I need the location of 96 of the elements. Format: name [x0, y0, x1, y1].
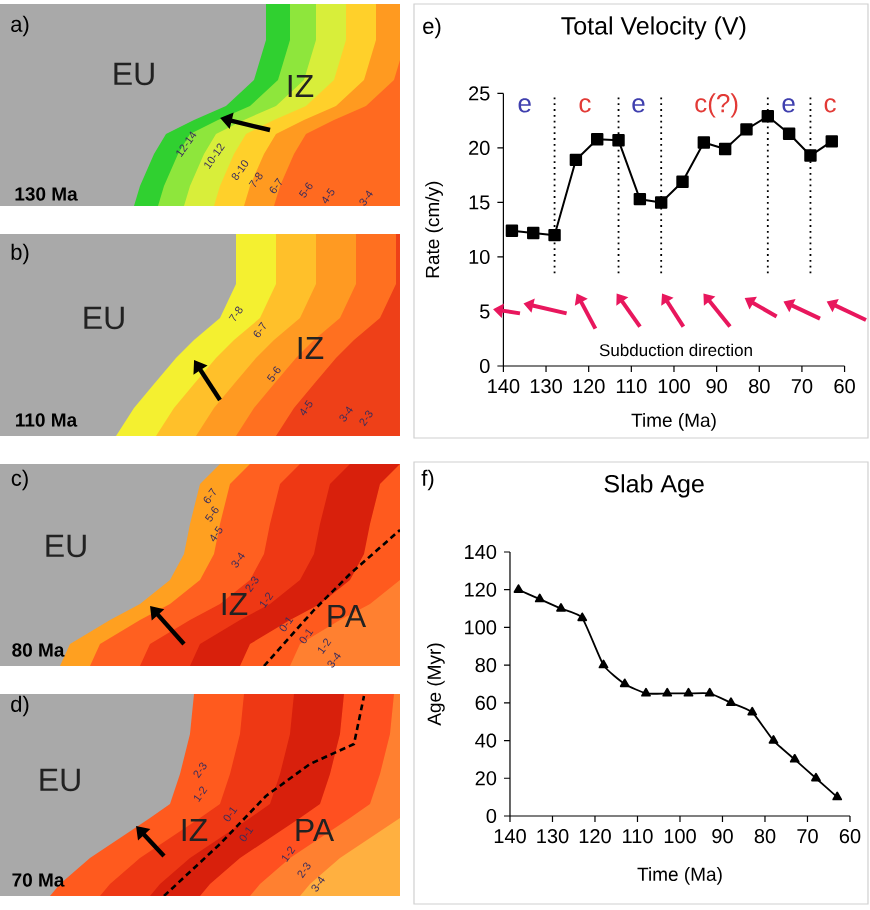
- annotation: Subduction direction: [599, 343, 752, 357]
- text: 110 Ma: [16, 413, 78, 427]
- text: 130 Ma: [15, 187, 78, 201]
- x-tick-label: 80: [754, 829, 776, 844]
- point: [591, 133, 604, 146]
- x-tick-label: 110: [623, 829, 653, 844]
- y-tick-label: 0: [486, 808, 497, 824]
- text: c): [11, 469, 28, 491]
- point: [577, 612, 588, 622]
- y-tick-label: 25: [469, 86, 490, 101]
- point: [641, 687, 651, 697]
- point: [505, 224, 519, 237]
- x-tick-label: 130: [530, 379, 562, 394]
- text: IZ: [298, 336, 324, 359]
- y-axis-title: Rate (cm/y): [425, 181, 443, 278]
- x-tick-label: 100: [658, 379, 690, 394]
- y-tick-label: 20: [469, 140, 490, 155]
- text: d): [11, 695, 29, 717]
- text: IZ: [222, 592, 248, 615]
- point: [747, 706, 758, 716]
- x-tick-label: 60: [834, 379, 855, 394]
- point: [832, 791, 843, 801]
- x-tick-label: 90: [706, 379, 727, 394]
- point: [811, 772, 821, 782]
- text: a): [11, 15, 29, 37]
- point: [569, 153, 583, 167]
- x-tick-label: 120: [573, 379, 605, 394]
- text: 80 Ma: [12, 643, 65, 657]
- text: e): [423, 17, 441, 39]
- y-tick-label: 20: [475, 771, 497, 786]
- x-tick-label: 140: [494, 829, 526, 844]
- point: [612, 134, 625, 147]
- point: [534, 593, 545, 603]
- x-tick-label: 60: [839, 829, 861, 844]
- point: [527, 226, 540, 240]
- y-tick-label: 100: [465, 620, 497, 635]
- annotation: c(?): [695, 93, 738, 118]
- y-tick-label: 80: [475, 658, 497, 673]
- annotation: c: [579, 98, 591, 113]
- point: [825, 135, 838, 148]
- point: [654, 196, 668, 209]
- text: IZ: [182, 818, 208, 841]
- point: [789, 753, 800, 763]
- annotation: e: [518, 98, 531, 113]
- x-tick-label: 130: [537, 829, 569, 844]
- point: [726, 697, 736, 707]
- y-tick-label: 120: [465, 582, 497, 597]
- point: [633, 192, 647, 206]
- text: EU: [46, 534, 86, 558]
- text: EU: [114, 62, 154, 86]
- point: [513, 584, 524, 593]
- point: [740, 123, 753, 136]
- point: [662, 687, 673, 697]
- text: 70 Ma: [12, 873, 65, 887]
- point: [718, 142, 732, 156]
- annotation: e: [632, 98, 645, 113]
- point: [704, 687, 715, 697]
- y-tick-label: 5: [480, 304, 490, 319]
- text: IZ: [288, 74, 314, 98]
- x-tick-label: 70: [791, 379, 813, 394]
- point: [548, 228, 561, 242]
- point: [768, 735, 779, 744]
- x-axis-title: Time (Ma): [631, 413, 716, 431]
- text: b): [11, 243, 29, 265]
- y-tick-label: 60: [475, 695, 497, 710]
- y-tick-label: 0: [479, 358, 490, 374]
- y-tick-label: 40: [475, 733, 497, 748]
- x-tick-label: 80: [749, 379, 770, 394]
- text: EU: [40, 768, 80, 792]
- text: PA: [296, 818, 335, 841]
- x-axis-title: Time (Ma): [637, 867, 722, 885]
- y-axis-title: Age (Myr): [427, 643, 445, 726]
- chart-title: Slab Age: [604, 474, 704, 498]
- point: [782, 127, 796, 140]
- text: EU: [84, 306, 124, 330]
- point: [761, 110, 774, 123]
- y-tick-label: 140: [465, 544, 497, 560]
- point: [556, 603, 566, 612]
- x-tick-label: 90: [712, 829, 733, 844]
- point: [598, 659, 609, 669]
- point: [619, 678, 630, 688]
- point: [804, 149, 817, 162]
- point: [676, 175, 689, 188]
- point: [697, 136, 711, 149]
- x-tick-label: 110: [616, 379, 647, 394]
- annotation: e: [782, 98, 795, 113]
- point: [683, 687, 694, 697]
- chart-title: Total Velocity (V): [561, 16, 746, 40]
- y-tick-label: 10: [469, 249, 490, 265]
- y-tick-label: 15: [469, 195, 490, 210]
- x-tick-label: 70: [797, 829, 818, 844]
- annotation: c: [824, 98, 836, 113]
- text: PA: [328, 604, 367, 627]
- text: f): [421, 469, 434, 491]
- x-tick-label: 120: [579, 829, 611, 844]
- x-tick-label: 100: [664, 829, 696, 844]
